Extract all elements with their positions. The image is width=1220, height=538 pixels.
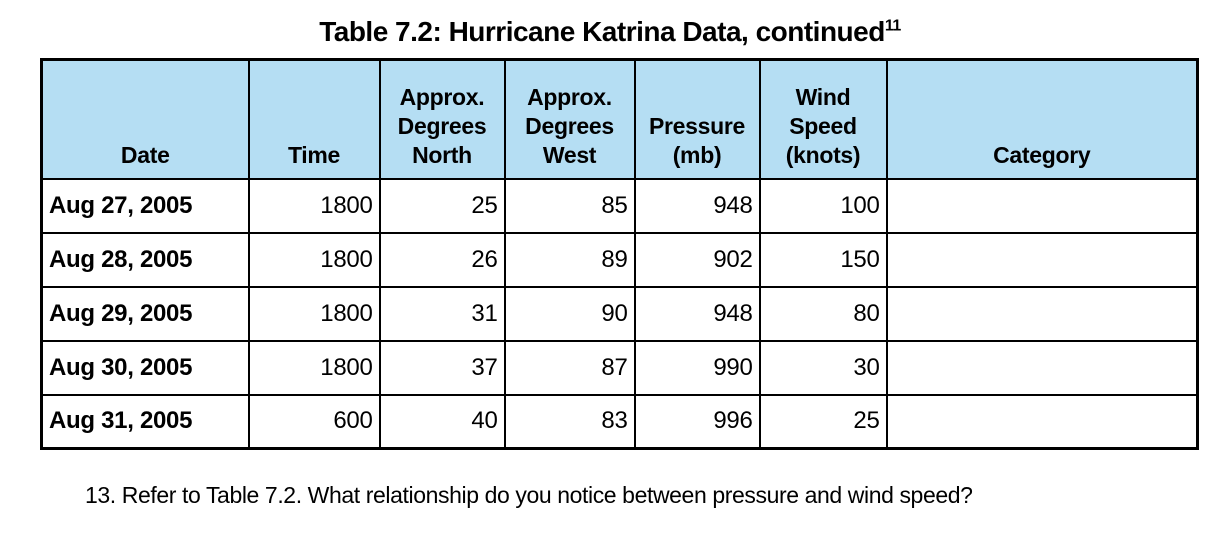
table-title: Table 7.2: Hurricane Katrina Data, conti…	[0, 16, 1220, 48]
header-row: Date Time Approx. Degrees North Approx. …	[40, 58, 1199, 180]
date-cell: Aug 30, 2005	[40, 339, 250, 396]
degrees-west-cell: 85	[503, 177, 636, 234]
column-header-pressure: Pressure (mb)	[633, 58, 761, 180]
degrees-west-cell: 90	[503, 285, 636, 342]
date-cell: Aug 27, 2005	[40, 177, 250, 234]
time-cell: 1800	[247, 339, 381, 396]
wind-speed-cell: 150	[758, 231, 888, 288]
column-header-time: Time	[247, 58, 381, 180]
time-cell: 1800	[247, 285, 381, 342]
category-cell[interactable]	[885, 393, 1199, 450]
time-cell: 1800	[247, 177, 381, 234]
column-header-wind-speed: Wind Speed (knots)	[758, 58, 888, 180]
degrees-west-cell: 83	[503, 393, 636, 450]
degrees-west-cell: 87	[503, 339, 636, 396]
wind-speed-cell: 30	[758, 339, 888, 396]
category-cell[interactable]	[885, 285, 1199, 342]
degrees-north-cell: 37	[378, 339, 506, 396]
column-header-degrees-north: Approx. Degrees North	[378, 58, 506, 180]
category-cell[interactable]	[885, 231, 1199, 288]
time-cell: 600	[247, 393, 381, 450]
pressure-cell: 996	[633, 393, 761, 450]
category-cell[interactable]	[885, 339, 1199, 396]
pressure-cell: 990	[633, 339, 761, 396]
table-row: Aug 28, 2005 1800 26 89 902 150	[40, 231, 1199, 288]
table-row: Aug 27, 2005 1800 25 85 948 100	[40, 177, 1199, 234]
column-header-degrees-west: Approx. Degrees West	[503, 58, 636, 180]
table-title-text: Table 7.2: Hurricane Katrina Data, conti…	[319, 16, 885, 47]
question-13-text: 13. Refer to Table 7.2. What relationshi…	[85, 482, 973, 508]
category-cell[interactable]	[885, 177, 1199, 234]
degrees-north-cell: 40	[378, 393, 506, 450]
wind-speed-cell: 25	[758, 393, 888, 450]
degrees-west-cell: 89	[503, 231, 636, 288]
hurricane-katrina-data-table: Date Time Approx. Degrees North Approx. …	[40, 58, 1199, 450]
date-cell: Aug 29, 2005	[40, 285, 250, 342]
pressure-cell: 948	[633, 285, 761, 342]
column-header-date: Date	[40, 58, 250, 180]
table-title-footnote-superscript: 11	[884, 17, 901, 35]
table-row: Aug 31, 2005 600 40 83 996 25	[40, 393, 1199, 450]
table-row: Aug 29, 2005 1800 31 90 948 80	[40, 285, 1199, 342]
degrees-north-cell: 31	[378, 285, 506, 342]
time-cell: 1800	[247, 231, 381, 288]
pressure-cell: 948	[633, 177, 761, 234]
table-row: Aug 30, 2005 1800 37 87 990 30	[40, 339, 1199, 396]
worksheet-page: Table 7.2: Hurricane Katrina Data, conti…	[0, 16, 1220, 538]
pressure-cell: 902	[633, 231, 761, 288]
column-header-category: Category	[885, 58, 1199, 180]
degrees-north-cell: 25	[378, 177, 506, 234]
degrees-north-cell: 26	[378, 231, 506, 288]
date-cell: Aug 28, 2005	[40, 231, 250, 288]
wind-speed-cell: 100	[758, 177, 888, 234]
date-cell: Aug 31, 2005	[40, 393, 250, 450]
wind-speed-cell: 80	[758, 285, 888, 342]
